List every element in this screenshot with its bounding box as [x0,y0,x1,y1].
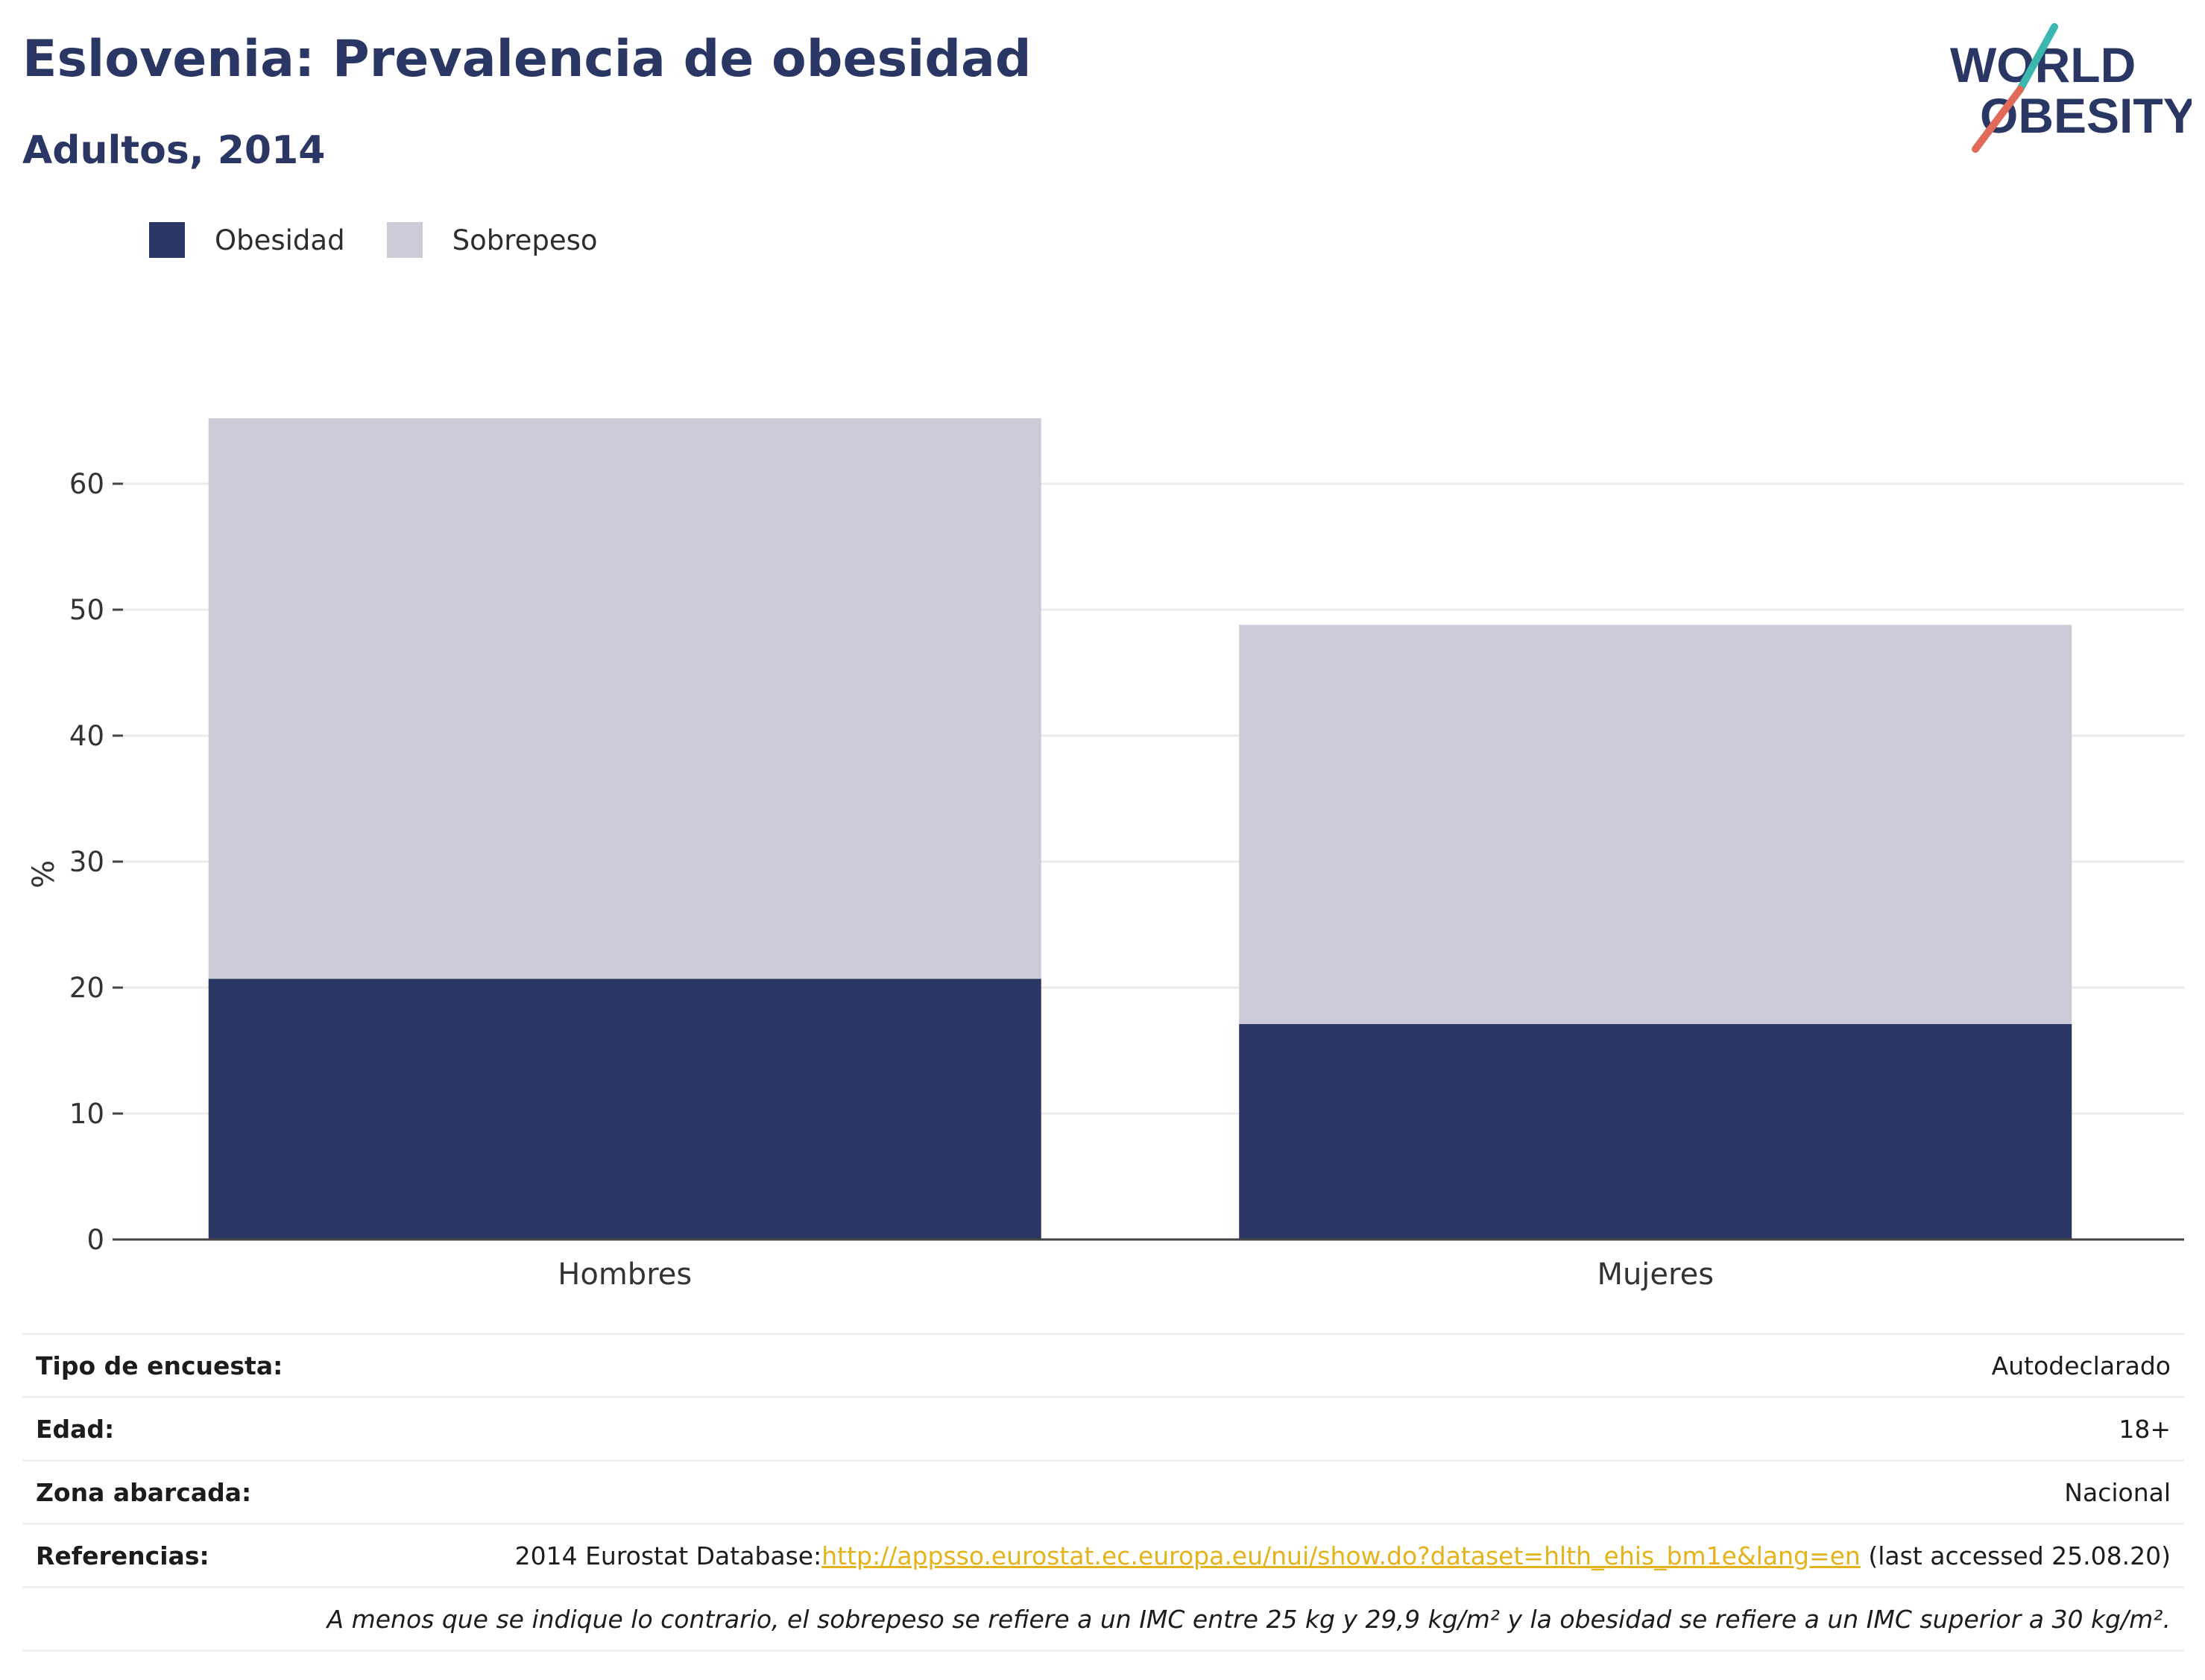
meta-label-survey: Tipo de encuesta: [36,1351,283,1380]
reference-prefix: 2014 Eurostat Database: [514,1541,822,1570]
legend-swatch-sobrepeso [386,222,423,258]
meta-value-survey: Autodeclarado [1991,1351,2171,1380]
definition-note: A menos que se indique lo contrario, el … [327,1604,2171,1634]
meta-row-area: Zona abarcada: Nacional [22,1459,2184,1523]
legend-label-obesidad: Obesidad [215,224,345,256]
reference-link[interactable]: http://appsso.eurostat.ec.europa.eu/nui/… [821,1541,1861,1570]
legend-swatch-obesidad [149,222,185,258]
y-tick-label-50: 50 [69,594,104,626]
meta-value-age: 18+ [2119,1414,2171,1444]
legend-item-obesidad[interactable]: Obesidad [149,222,345,258]
bar-hombres-obesidad [208,979,1041,1240]
y-tick-label-10: 10 [69,1098,104,1130]
y-axis-label: % [27,860,61,888]
logo-slash-coral [1972,86,2024,153]
logo-slash-teal [2016,23,2058,93]
bar-mujeres-obesidad [1239,1024,2072,1240]
y-tick-label-20: 20 [69,972,104,1004]
bar-mujeres-sobrepeso [1239,625,2072,1025]
x-tick-label-mujeres: Mujeres [1597,1257,1714,1292]
y-tick-label-30: 30 [69,846,104,878]
legend-item-sobrepeso[interactable]: Sobrepeso [386,222,598,258]
legend-label-sobrepeso: Sobrepeso [452,224,598,256]
meta-value-area: Nacional [2064,1477,2171,1507]
y-tick-label-60: 60 [69,468,104,500]
world-obesity-logo: WORLD OBESITY [1950,23,2192,153]
x-tick-label-hombres: Hombres [558,1257,692,1292]
meta-row-age: Edad: 18+ [22,1396,2184,1459]
y-tick-label-40: 40 [69,720,104,752]
reference-suffix: (last accessed 25.08.20) [1860,1541,2171,1570]
meta-row-note: A menos que se indique lo contrario, el … [22,1586,2184,1652]
meta-label-age: Edad: [36,1414,115,1444]
legend: Obesidad Sobrepeso [149,222,640,258]
meta-row-references: Referencias: 2014 Eurostat Database:http… [22,1523,2184,1586]
meta-label-area: Zona abarcada: [36,1477,252,1507]
page-subtitle: Adultos, 2014 [22,128,326,173]
bar-hombres-sobrepeso [208,418,1041,979]
stacked-bar-chart: 0 10 20 30 40 50 60% Hombres Mujeres [27,418,2184,1292]
page-title: Eslovenia: Prevalencia de obesidad [22,30,1032,89]
meta-label-references: Referencias: [36,1541,209,1570]
metadata-table: Tipo de encuesta: Autodeclarado Edad: 18… [22,1333,2184,1652]
y-tick-label-0: 0 [86,1224,104,1256]
meta-value-references: 2014 Eurostat Database:http://appsso.eur… [515,1541,2171,1570]
meta-row-survey: Tipo de encuesta: Autodeclarado [22,1333,2184,1396]
